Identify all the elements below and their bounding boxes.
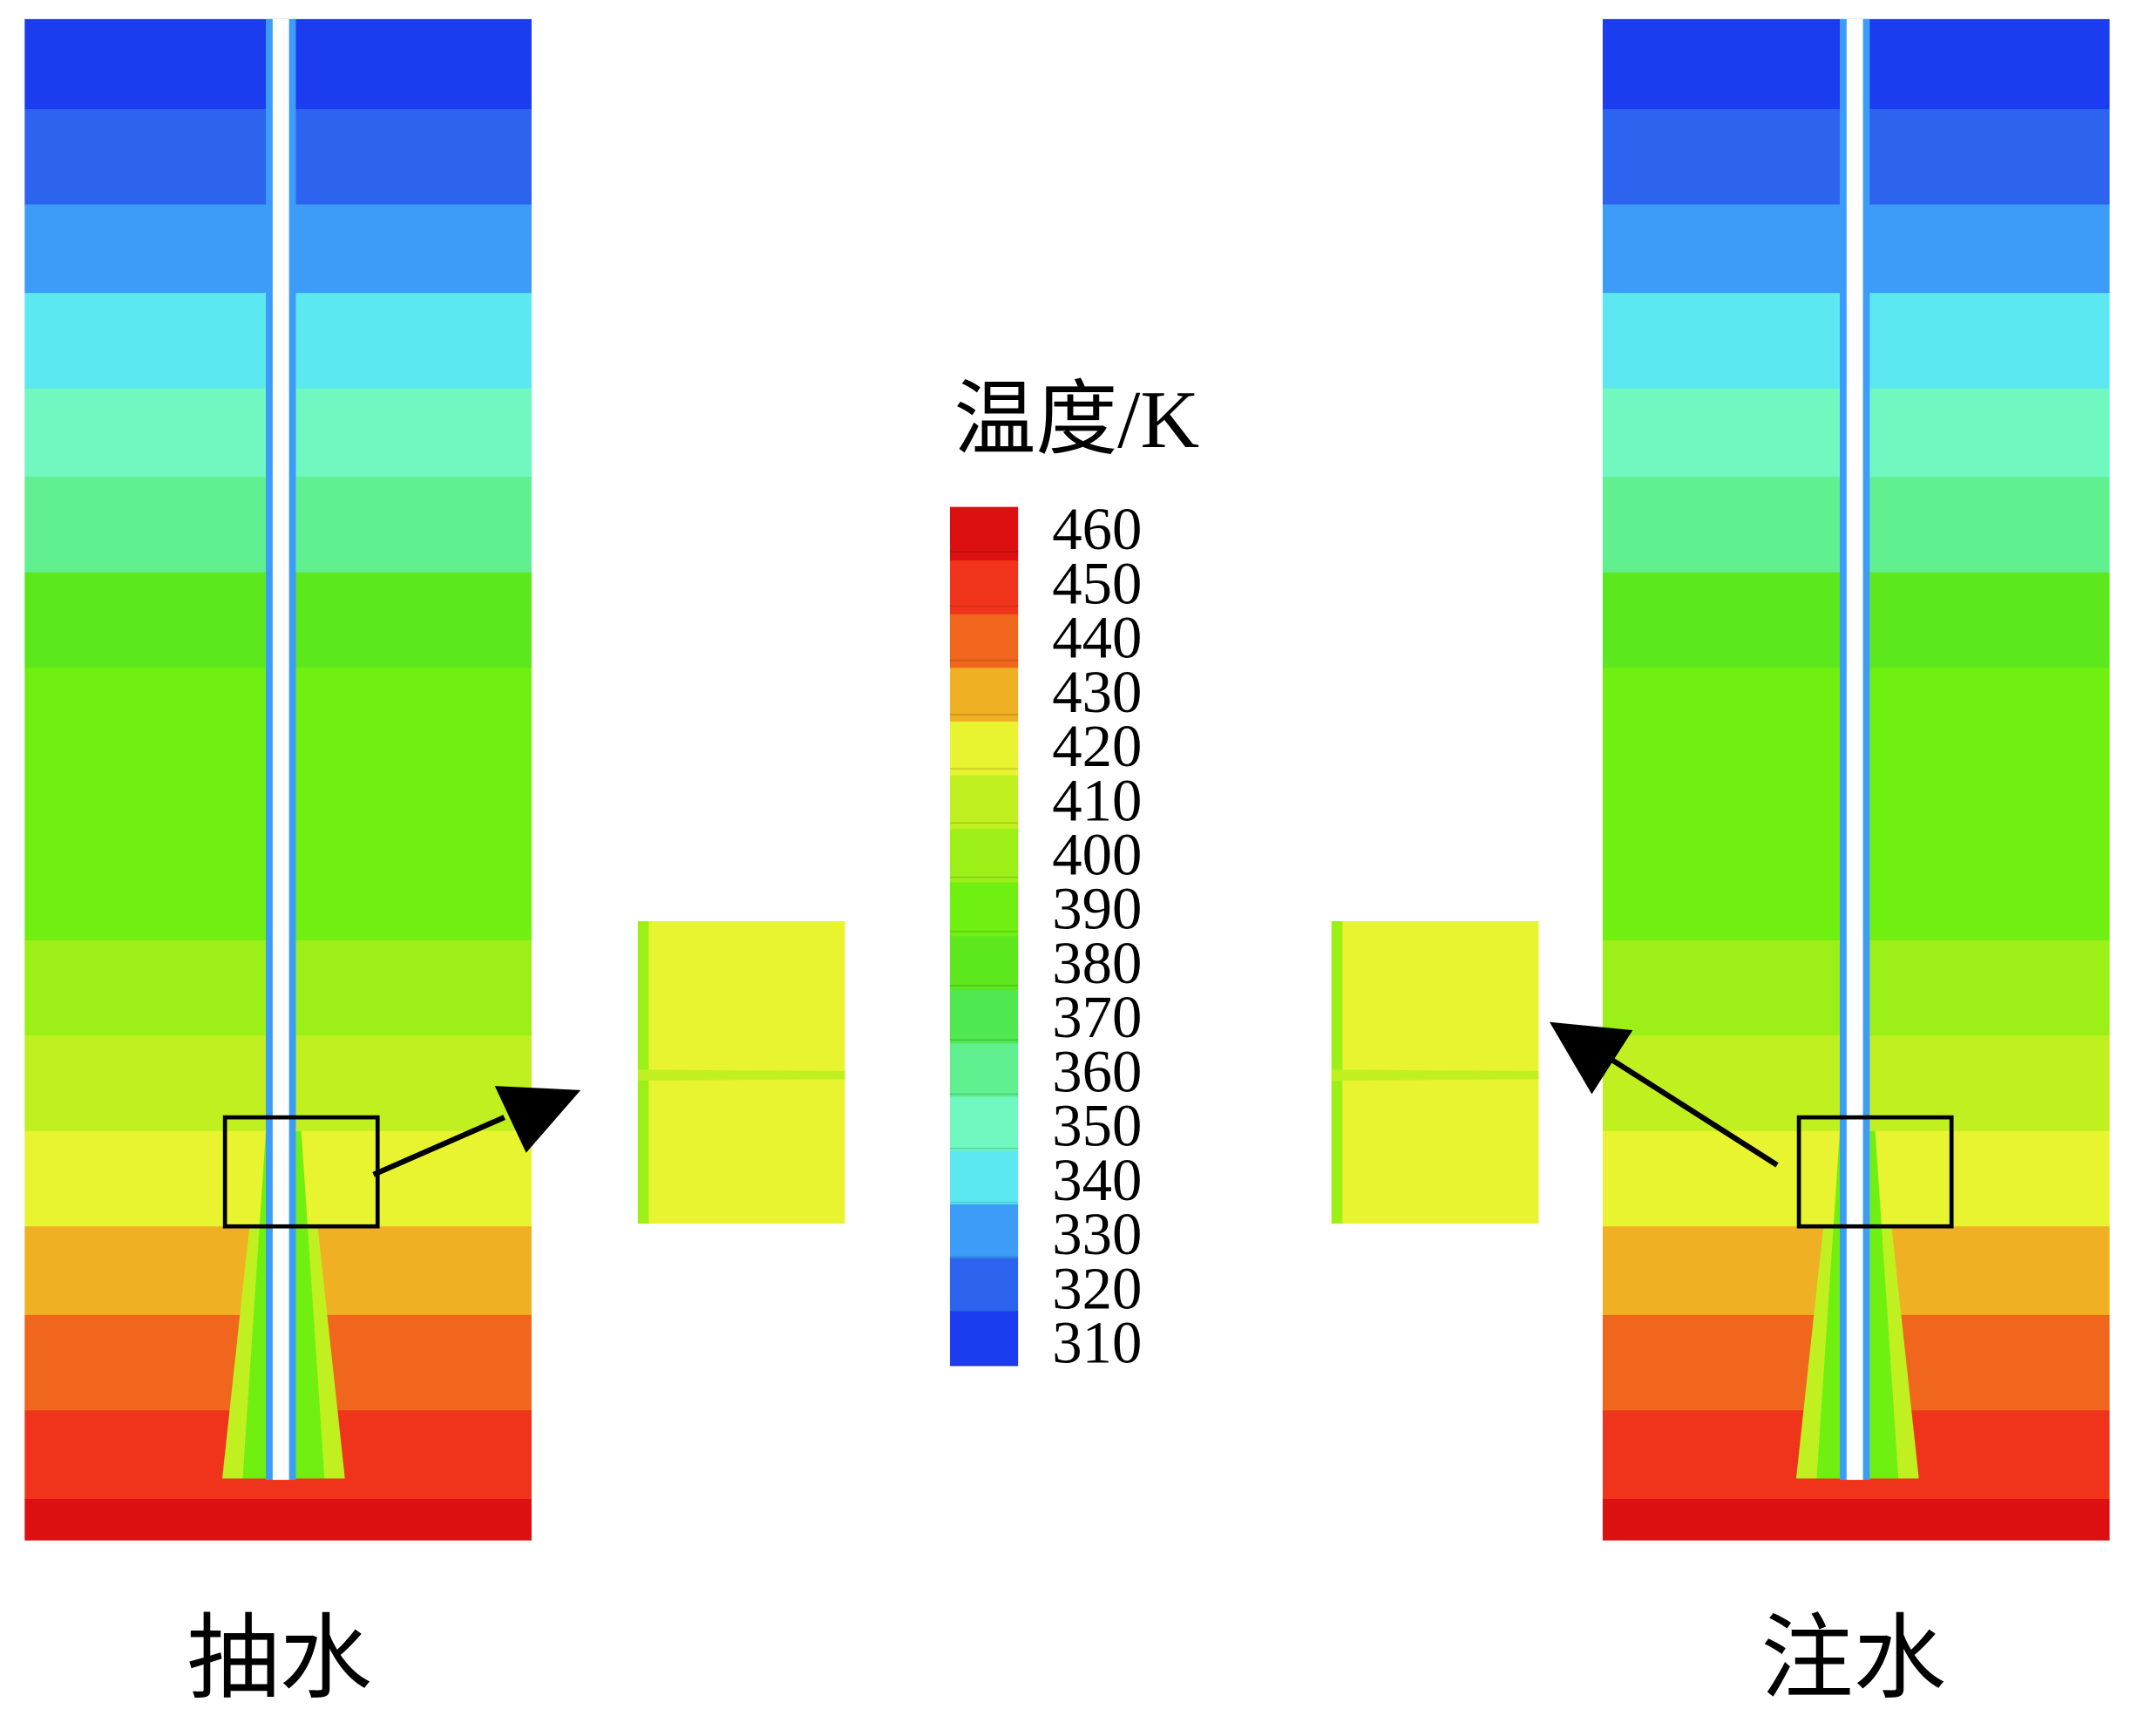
arrow (372, 1115, 505, 1177)
colorbar-tick-label: 310 (1052, 1310, 1142, 1376)
colorbar-tick-label: 380 (1052, 930, 1142, 996)
colorbar-tick-label: 430 (1052, 659, 1142, 725)
colorbar-band (949, 614, 1019, 669)
contour-band (24, 1498, 532, 1541)
colorbar-tick-label: 400 (1052, 822, 1142, 888)
colorbar-tick-label: 360 (1052, 1038, 1142, 1104)
colorbar-band (949, 506, 1019, 561)
colorbar-band (949, 1150, 1019, 1205)
colorbar-band (949, 1204, 1019, 1259)
colorbar-band (949, 989, 1019, 1045)
colorbar-band (949, 775, 1019, 830)
colorbar-tick-label: 440 (1052, 605, 1142, 671)
colorbar-band (949, 560, 1019, 615)
panel-label: 抽水 (187, 1607, 372, 1710)
contour-panel (1602, 18, 2110, 1541)
colorbar-band (949, 668, 1019, 722)
colorbar-band (949, 1258, 1019, 1312)
panel-label: 注水 (1760, 1607, 1946, 1710)
colorbar-tick-label: 330 (1052, 1201, 1142, 1267)
colorbar-tick-label: 390 (1052, 876, 1142, 942)
colorbar-band (949, 829, 1019, 884)
colorbar-tick-label: 450 (1052, 550, 1142, 616)
contour-band (1602, 1498, 2110, 1541)
colorbar-tick-label: 320 (1052, 1255, 1142, 1321)
contour-panel (24, 18, 532, 1541)
inset-streak (1331, 1069, 1539, 1081)
colorbar-tick-label: 340 (1052, 1147, 1142, 1213)
colorbar-band (949, 882, 1019, 937)
colorbar-tick-label: 410 (1052, 767, 1142, 833)
arrowhead (494, 1086, 581, 1153)
colorbar-band (949, 936, 1019, 991)
pipe (272, 18, 289, 1481)
arrowhead (1549, 1021, 1633, 1095)
colorbar-title: 温度/K (954, 375, 1199, 465)
arrow (1606, 1054, 1779, 1168)
inset-streak (637, 1069, 845, 1081)
pipe (1846, 18, 1863, 1481)
colorbar-tick-label: 370 (1052, 984, 1142, 1050)
colorbar-tick-label: 420 (1052, 713, 1142, 779)
colorbar-tick-label: 460 (1052, 496, 1142, 562)
colorbar-band (949, 1043, 1019, 1098)
colorbar-tick-label: 350 (1052, 1093, 1142, 1159)
colorbar-band (949, 721, 1019, 776)
colorbar-band (949, 1312, 1019, 1366)
colorbar-band (949, 1096, 1019, 1152)
zoom-box (1796, 1115, 1954, 1229)
